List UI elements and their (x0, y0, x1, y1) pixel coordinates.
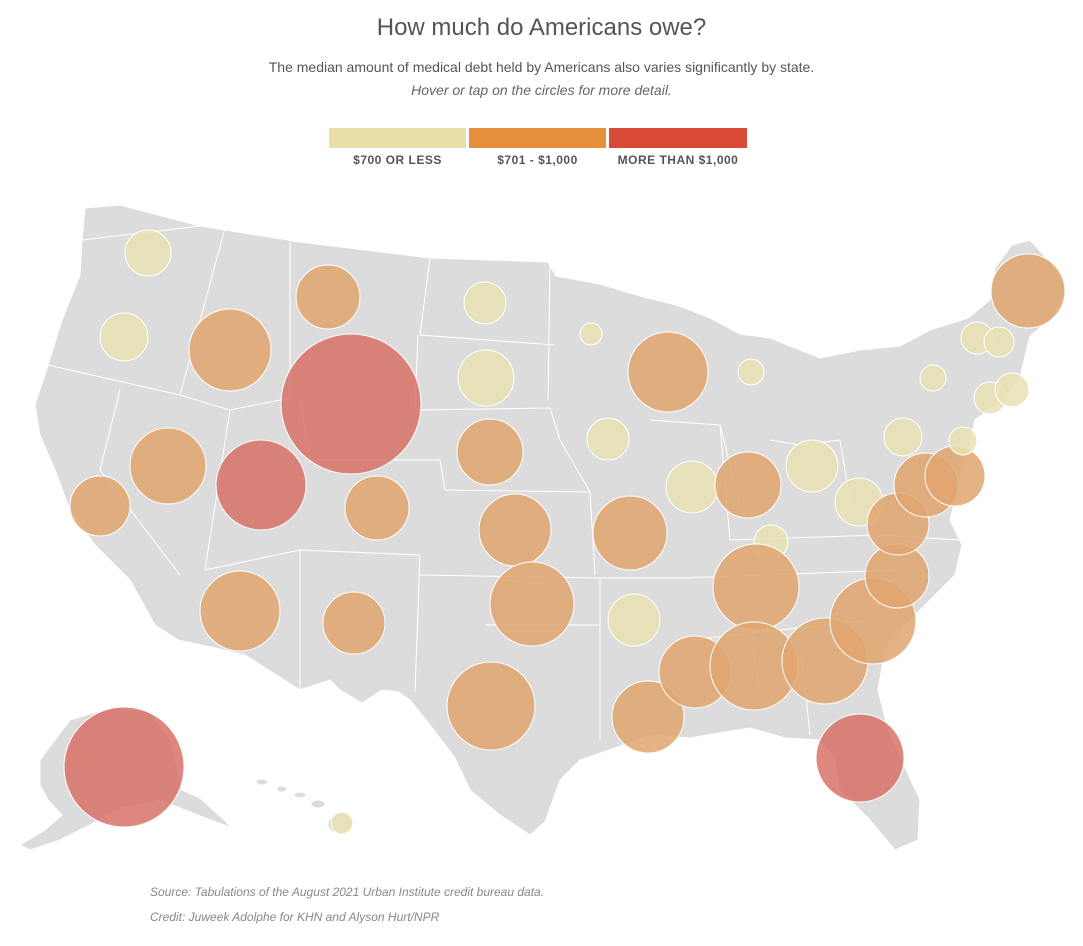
hawaii-island-2 (276, 785, 288, 793)
legend-swatch-high (609, 128, 747, 148)
state-bubble-low[interactable] (579, 322, 603, 346)
us-map (18, 204, 1067, 851)
state-bubble-low[interactable] (665, 460, 719, 514)
credit-note: Credit: Juweek Adolphe for KHN and Alyso… (150, 910, 440, 924)
state-bubble-low[interactable] (330, 811, 354, 835)
state-bubble-mid[interactable] (990, 253, 1066, 329)
state-bubble-low[interactable] (919, 364, 947, 392)
state-bubble-mid[interactable] (592, 495, 668, 571)
state-bubble-low[interactable] (983, 326, 1015, 358)
state-bubble-mid[interactable] (627, 331, 709, 413)
chart-title: How much do Americans owe? (376, 14, 707, 41)
hawaii-island-1 (255, 778, 269, 786)
state-bubble-low[interactable] (883, 417, 923, 457)
state-bubble-low[interactable] (607, 593, 661, 647)
state-bubble-mid[interactable] (322, 591, 386, 655)
state-bubble-high[interactable] (63, 706, 185, 828)
state-bubble-low[interactable] (124, 229, 172, 277)
state-bubble-low[interactable] (737, 358, 765, 386)
state-bubble-mid[interactable] (199, 570, 281, 652)
chart-subtitle: The median amount of medical debt held b… (268, 59, 815, 75)
state-bubble-high[interactable] (215, 439, 307, 531)
chart-instruction: Hover or tap on the circles for more det… (411, 82, 672, 98)
state-bubble-mid[interactable] (478, 493, 552, 567)
state-bubble-high[interactable] (815, 713, 905, 803)
state-bubble-mid[interactable] (611, 680, 685, 754)
state-bubble-low[interactable] (586, 417, 630, 461)
source-note: Source: Tabulations of the August 2021 U… (150, 885, 545, 899)
legend-label-low: $700 OR LESS (353, 153, 442, 167)
legend-label-mid: $701 - $1,000 (497, 153, 578, 167)
bubble-layer (63, 229, 1066, 835)
state-bubble-low[interactable] (994, 372, 1030, 408)
state-bubble-mid[interactable] (69, 475, 131, 537)
legend-swatch-mid (469, 128, 606, 148)
state-bubble-mid[interactable] (712, 543, 800, 631)
hawaii-island-4 (310, 799, 326, 809)
state-bubble-mid[interactable] (344, 475, 410, 541)
state-bubble-mid[interactable] (714, 451, 782, 519)
state-bubble-mid[interactable] (446, 661, 536, 751)
state-bubble-mid[interactable] (489, 561, 575, 647)
state-bubble-low[interactable] (948, 426, 978, 456)
state-bubble-mid[interactable] (295, 264, 361, 330)
state-bubble-mid[interactable] (129, 427, 207, 505)
state-bubble-mid[interactable] (456, 418, 524, 486)
state-bubble-high[interactable] (280, 333, 422, 475)
state-bubble-low[interactable] (463, 281, 507, 325)
state-bubble-mid[interactable] (188, 308, 272, 392)
hawaii-island-3 (293, 791, 307, 799)
state-bubble-low[interactable] (785, 439, 839, 493)
legend-swatch-low (329, 128, 466, 148)
state-bubble-mid[interactable] (924, 445, 986, 507)
state-bubble-low[interactable] (457, 349, 515, 407)
legend-label-high: MORE THAN $1,000 (617, 153, 739, 167)
color-legend: $700 OR LESS $701 - $1,000 MORE THAN $1,… (329, 128, 747, 168)
state-bubble-low[interactable] (99, 312, 149, 362)
